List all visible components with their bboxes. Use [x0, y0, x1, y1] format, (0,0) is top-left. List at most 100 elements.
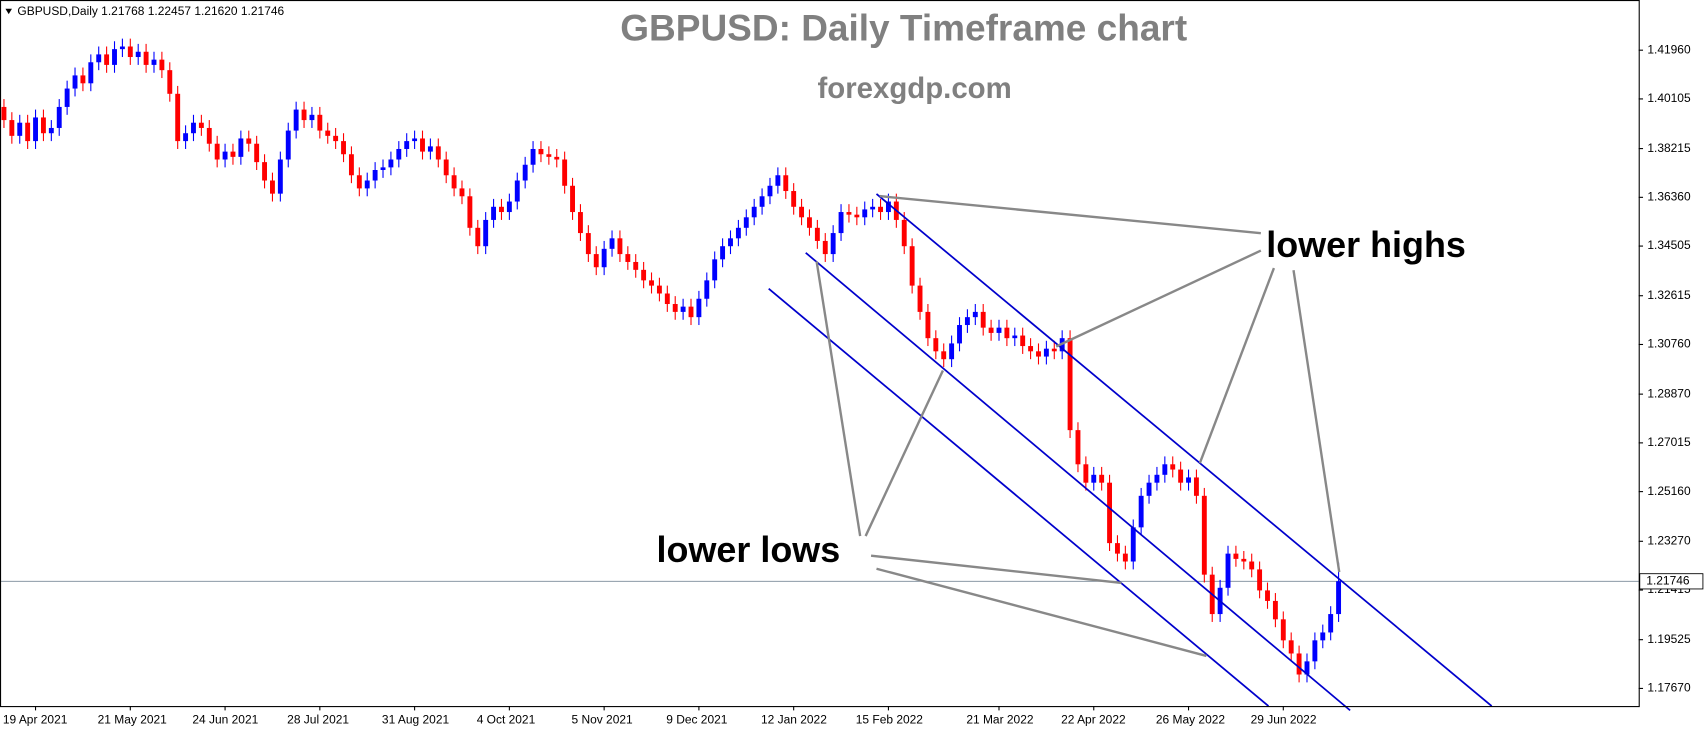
candle-body — [554, 156, 560, 160]
x-tick-label: 22 Apr 2022 — [1061, 712, 1126, 726]
candle-body — [443, 159, 449, 176]
candle-body — [964, 317, 970, 326]
candle-body — [972, 311, 978, 318]
candle-body — [562, 159, 568, 186]
candle-body — [949, 343, 955, 360]
candle-body — [1051, 348, 1057, 352]
candle-body — [933, 338, 939, 352]
candle-body — [64, 88, 70, 107]
current-price-label: 1.21746 — [1646, 573, 1690, 587]
candle-body — [1004, 327, 1010, 339]
candle-body — [862, 209, 868, 218]
candle-body — [814, 227, 820, 241]
candle-body — [1067, 338, 1073, 431]
candle-body — [830, 233, 836, 255]
candle-body — [1193, 477, 1199, 496]
candle-body — [767, 185, 773, 197]
candle-body — [878, 206, 883, 213]
candle-body — [206, 127, 212, 144]
candle-body — [96, 54, 102, 63]
candle-body — [672, 304, 678, 312]
candle-body — [80, 75, 86, 84]
candle-body — [1154, 474, 1160, 483]
channel-middle — [805, 252, 1351, 712]
candle-body — [1225, 553, 1231, 588]
x-tick-label: 31 Aug 2021 — [382, 712, 450, 726]
candle-body — [1272, 600, 1278, 620]
candle-body — [712, 259, 718, 281]
x-tick-label: 21 Mar 2022 — [966, 712, 1034, 726]
candle-body — [435, 146, 441, 160]
candle-body — [1075, 430, 1081, 465]
candle-body — [1336, 581, 1342, 615]
pointer — [1198, 267, 1276, 464]
candle-body — [380, 167, 386, 171]
y-tick-label: 1.38215 — [1647, 141, 1691, 155]
candle-body — [680, 306, 686, 312]
candle-body — [917, 285, 923, 312]
candle-body — [364, 180, 370, 189]
candle-body — [546, 154, 552, 157]
candle-body — [957, 325, 962, 344]
header-text: GBPUSD,Daily 1.21768 1.22457 1.21620 1.2… — [17, 4, 284, 18]
x-tick-label: 9 Dec 2021 — [666, 712, 728, 726]
chart-subtitle: forexgdp.com — [817, 72, 1011, 105]
pointer — [879, 194, 1261, 235]
candle-body — [577, 212, 583, 234]
candle-body — [491, 206, 497, 220]
candle-body — [775, 175, 781, 186]
candle-body — [348, 154, 354, 176]
candle-body — [48, 127, 54, 134]
candle-body — [688, 306, 694, 318]
candle-body — [1028, 346, 1034, 352]
candle-body — [9, 120, 15, 136]
candle-body — [1201, 495, 1207, 575]
candle-body — [641, 269, 647, 281]
candle-body — [1020, 335, 1026, 347]
y-tick-label: 1.32615 — [1647, 288, 1691, 302]
candle-body — [1115, 543, 1120, 554]
candle-body — [277, 159, 283, 194]
candle-body — [925, 311, 931, 339]
x-tick-label: 19 Apr 2021 — [3, 712, 68, 726]
candle-body — [728, 238, 733, 247]
candle-body — [412, 138, 418, 142]
candle-body — [901, 219, 907, 247]
candle-body — [601, 248, 607, 268]
candle-body — [119, 46, 125, 50]
candle-body — [191, 122, 196, 134]
candle-body — [664, 293, 670, 305]
candle-body — [609, 238, 615, 249]
candle-body — [159, 59, 165, 71]
candle-body — [356, 175, 362, 189]
pointer — [815, 261, 862, 537]
candle-body — [104, 54, 110, 65]
candle-body — [980, 311, 986, 328]
candle-body — [735, 227, 741, 239]
candle-body — [214, 143, 220, 160]
candle-body — [143, 51, 149, 65]
y-tick-label: 1.27015 — [1647, 435, 1691, 449]
candle-body — [270, 180, 275, 194]
candle-body — [1320, 632, 1326, 641]
candle-body — [388, 159, 394, 168]
candle-body — [25, 122, 31, 142]
candle-body — [988, 327, 994, 333]
candle-body — [807, 217, 812, 228]
y-tick-label: 1.40105 — [1647, 91, 1691, 105]
candle-body — [317, 114, 323, 131]
current-price-box — [1639, 573, 1704, 590]
candle-body — [1138, 495, 1144, 528]
candle-body — [1249, 561, 1255, 570]
pointers — [815, 194, 1341, 658]
candle-body — [1304, 661, 1310, 675]
candle-body — [720, 246, 726, 260]
candle-body — [309, 114, 315, 121]
channel — [768, 193, 1493, 712]
x-tick-label: 24 Jun 2021 — [192, 712, 258, 726]
candle-body — [1122, 553, 1128, 562]
y-tick-label: 1.19525 — [1647, 632, 1691, 646]
candle-body — [1043, 348, 1049, 357]
